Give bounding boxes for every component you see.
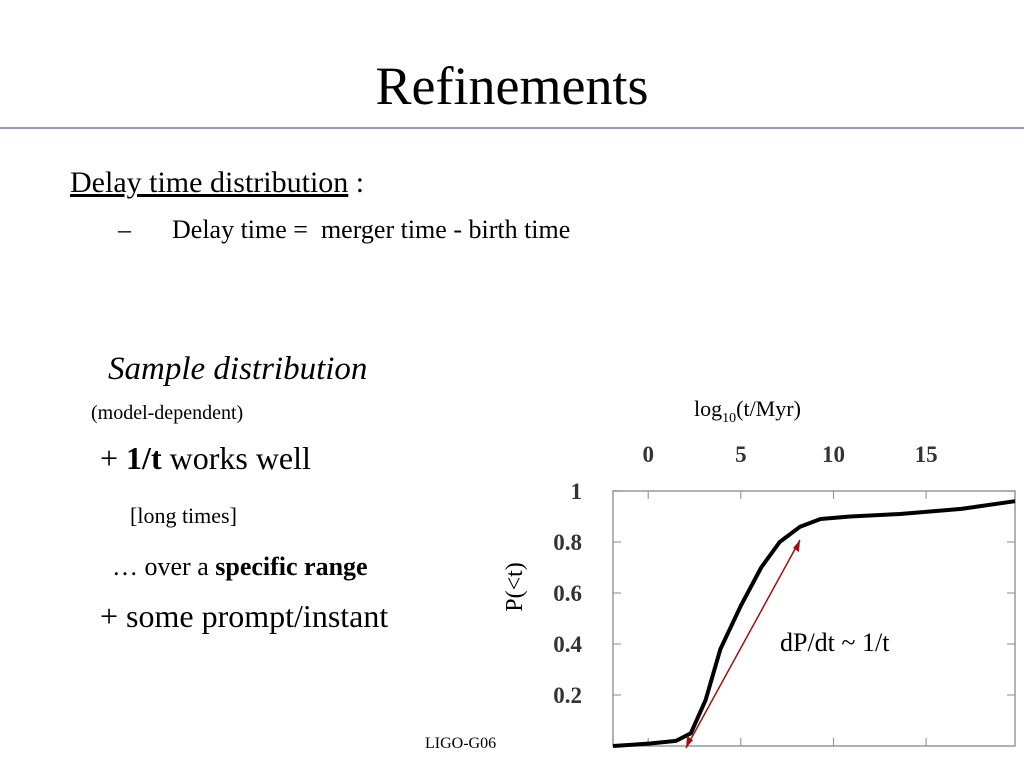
arrow-head [686, 736, 693, 748]
point: + some prompt/instant [100, 598, 388, 634]
x-axis-label: log10(t/Myr) [694, 396, 801, 426]
footer-id: LIGO-G06 [425, 735, 496, 752]
bullet-text: Delay time = merger time - birth time [172, 215, 570, 244]
y-tick-label: 0.2 [553, 683, 582, 708]
curve [612, 499, 1016, 748]
x-tick-label: 15 [915, 442, 938, 467]
sample-title: Sample distribution [108, 351, 367, 387]
point-prefix: … over a [112, 552, 215, 581]
x-label-sub: 10 [722, 411, 736, 426]
point: + 1/t works well [100, 440, 311, 476]
annotation-arrow [685, 539, 801, 749]
chart: log10(t/Myr) P(<t) 0 5 10 150.20.40.60.81dP… [502, 396, 1016, 749]
bullet-marker: – [117, 215, 132, 244]
arrow-head [793, 540, 800, 552]
heading-suffix: : [348, 166, 364, 199]
x-tick-label: 5 [735, 442, 747, 467]
title: Refinements [376, 56, 649, 116]
heading: Delay time distribution : [70, 166, 364, 199]
y-tick-label: 0.6 [553, 581, 582, 606]
x-label-tail: (t/Myr) [736, 396, 801, 421]
point-prefix: + [100, 440, 126, 476]
point-bold: specific range [215, 552, 367, 581]
point-suffix: works well [162, 440, 311, 476]
point: … over a specific range [112, 552, 368, 581]
y-tick-label: 1 [571, 479, 583, 504]
heading-text: Delay time distribution [70, 166, 348, 199]
plot-frame [612, 490, 1016, 747]
y-tick-label: 0.4 [553, 632, 582, 657]
x-tick-label: 0 [642, 442, 654, 467]
y-axis-label: P(<t) [502, 562, 528, 612]
sample-note: (model-dependent) [91, 402, 243, 424]
point-bold: 1/t [126, 440, 162, 476]
annotation: dP/dt ~ 1/t [780, 628, 890, 657]
point: [long times] [130, 503, 237, 528]
x-label-main: log [694, 396, 722, 421]
y-tick-label: 0.8 [553, 530, 582, 555]
x-tick-label: 10 [822, 442, 845, 467]
